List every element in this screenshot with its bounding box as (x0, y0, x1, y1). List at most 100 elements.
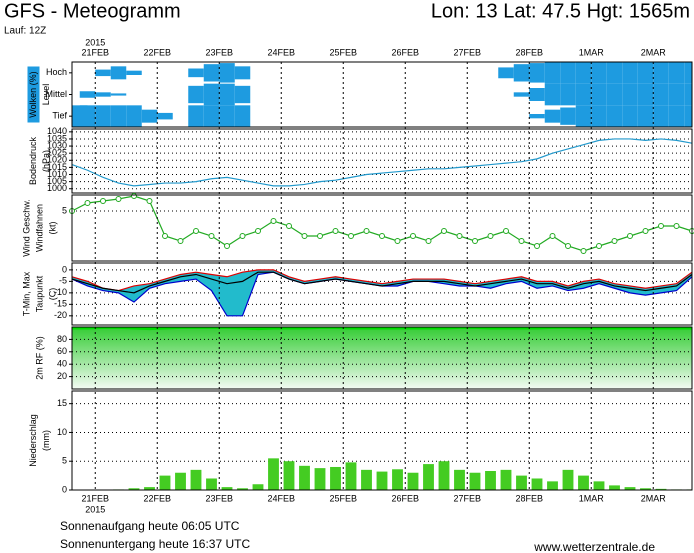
cloud-cell (126, 105, 142, 127)
series-line (71, 269, 693, 292)
panel-label: (C) (47, 288, 57, 301)
cloud-cell (234, 85, 251, 104)
cloud-cell (606, 105, 623, 127)
cloud-cell (95, 69, 111, 77)
point (301, 233, 308, 239)
cloud-cell (606, 83, 623, 106)
bar (206, 478, 217, 490)
panel-label: Bodendruck (28, 136, 38, 185)
point (162, 233, 168, 239)
cloud-cell (110, 93, 127, 96)
panel-label: (mm) (41, 430, 51, 451)
bar (268, 458, 279, 490)
cloud-cell (513, 92, 530, 97)
x-tick-label-bottom: 21FEB (81, 493, 109, 503)
y-tick-label: 1030 (47, 140, 67, 150)
point (332, 228, 339, 234)
x-tick-label-top: 28FEB (515, 47, 543, 57)
cloud-cell (544, 109, 561, 123)
point (193, 228, 199, 234)
point (503, 228, 509, 234)
cloud-cell (544, 83, 561, 106)
x-tick-label-bottom: 26FEB (391, 493, 419, 503)
bar (609, 485, 620, 490)
y-tick-label: -5 (59, 276, 67, 286)
point (627, 233, 633, 239)
cloud-level: Mittel (45, 89, 67, 99)
y-tick-label: -15 (54, 299, 67, 309)
panel-label: Windfahnen (34, 204, 44, 252)
bar (500, 469, 512, 490)
point (115, 196, 122, 202)
panel-frame (71, 262, 693, 326)
x-tick-label-top: 2MAR (641, 47, 667, 57)
point (131, 193, 137, 199)
panel-label: (hPa) (41, 150, 51, 172)
bar (640, 488, 651, 490)
point (410, 233, 416, 239)
cloud-cell (95, 105, 111, 127)
point (642, 228, 649, 234)
point (441, 228, 447, 234)
cloud-cell (141, 109, 158, 123)
bar (392, 469, 403, 490)
point (518, 238, 525, 244)
x-tick-label-top: 21FEB (81, 47, 109, 57)
bar (314, 468, 326, 490)
bar (655, 488, 667, 490)
cloud-cell (513, 64, 530, 82)
cloud-cell (188, 105, 204, 127)
cloud-cell (653, 105, 669, 127)
cloud-cell (529, 114, 545, 119)
cloud-cell (668, 62, 685, 84)
bar (221, 487, 233, 490)
point (239, 233, 246, 239)
cloud-cell (560, 62, 576, 84)
y-tick-label: 1020 (47, 155, 67, 165)
cloud-cell (591, 105, 607, 127)
y-tick-label: 1000 (47, 183, 67, 193)
bar (516, 475, 527, 490)
bar (562, 469, 574, 490)
y-tick-label: 80 (57, 334, 67, 344)
cloud-cell (575, 83, 592, 106)
cloud-cell (234, 66, 251, 80)
cloud-cell (591, 83, 607, 106)
point (580, 248, 587, 254)
y-tick-label: 60 (57, 346, 67, 356)
point (348, 233, 354, 239)
panel-frame (71, 326, 693, 390)
bar (423, 464, 434, 490)
panel-label: Level (41, 84, 51, 106)
y-tick-label: 1010 (47, 169, 67, 179)
cloud-cell (498, 67, 514, 79)
cloud-cell (560, 83, 576, 106)
cloud-cell (560, 107, 576, 125)
y-tick-label: 5 (62, 456, 67, 466)
point (224, 243, 230, 249)
cloud-cell (234, 105, 251, 127)
point (317, 233, 323, 239)
panel-frame (71, 61, 693, 128)
point (84, 200, 91, 206)
point (487, 233, 494, 239)
panel-frame (71, 390, 693, 491)
x-tick-label-top: 22FEB (143, 47, 171, 57)
bar (547, 481, 558, 490)
y-tick-label: 0 (62, 484, 67, 494)
panel-label: T-Min, Max (21, 271, 31, 316)
cloud-cell (203, 83, 220, 106)
bar (376, 471, 388, 490)
bar (593, 481, 605, 490)
point (611, 238, 618, 244)
run: Lauf: 12Z (4, 26, 46, 37)
x-tick-label-bottom: 22FEB (143, 493, 171, 503)
y-tick-label: 15 (57, 398, 67, 408)
rh-background (72, 327, 692, 389)
cloud-cell (575, 62, 592, 84)
cloud-cell (544, 62, 561, 84)
cloud-cell (219, 63, 235, 83)
year-top: 2015 (85, 37, 105, 47)
